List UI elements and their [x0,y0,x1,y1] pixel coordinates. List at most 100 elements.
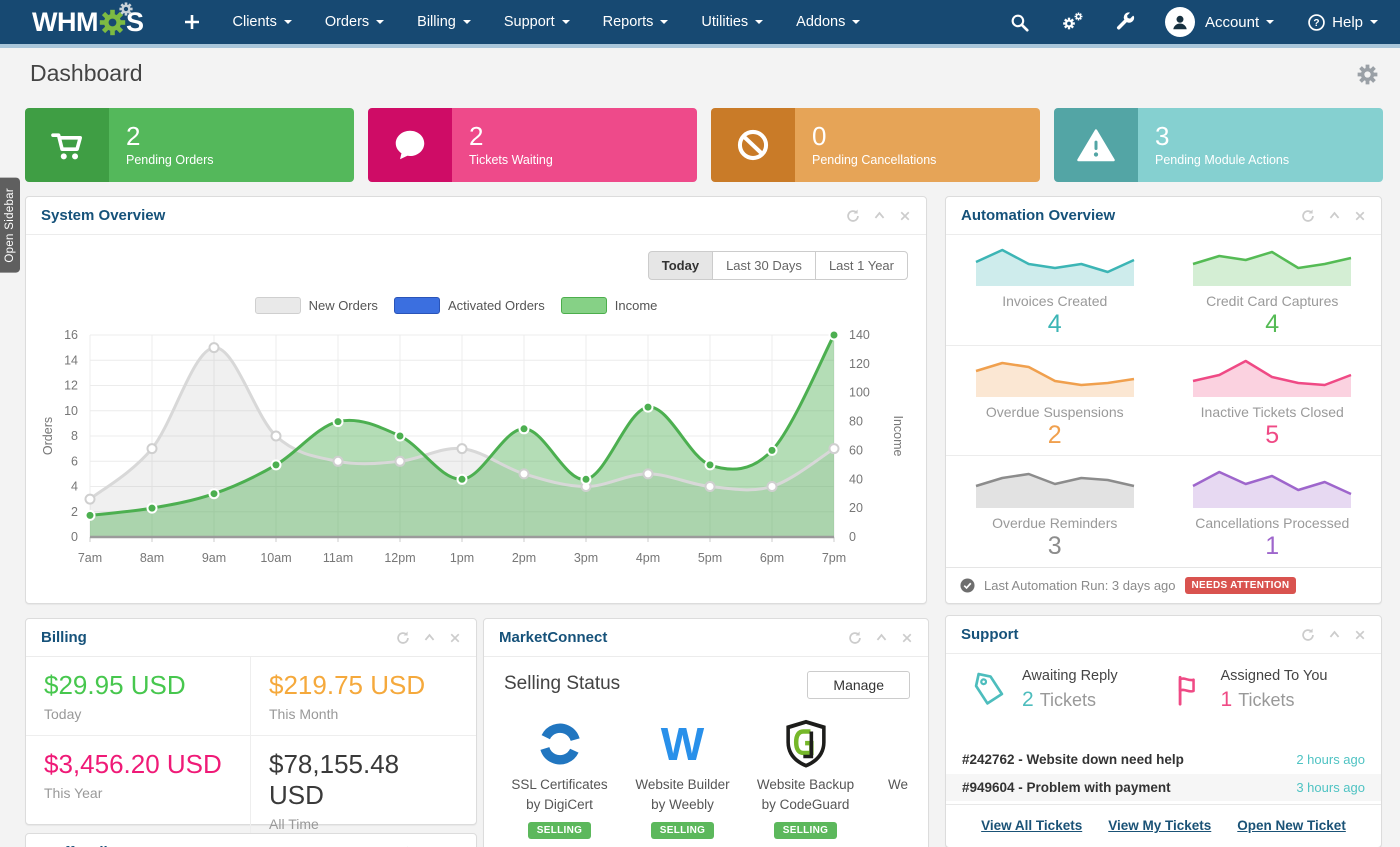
nav-menu-utilities[interactable]: Utilities [701,14,764,30]
nav-menu-orders[interactable]: Orders [325,14,385,30]
chart-legend: New Orders Activated Orders Income [26,297,886,314]
selling-status-heading: Selling Status [504,673,621,694]
stat-value: 3 [1155,121,1170,152]
caret-down-icon [283,20,292,24]
card-pending-cancellations[interactable]: 0 Pending Cancellations [711,108,1040,182]
svg-text:7am: 7am [78,551,102,565]
refresh-icon[interactable] [846,209,860,223]
digicert-logo [498,715,621,773]
billing-panel: Billing $29.95 USD Today $219.75 USD Thi… [25,618,477,845]
warning-icon [1054,108,1138,182]
collapse-icon[interactable] [1328,209,1341,222]
close-icon[interactable] [899,210,911,222]
card-tickets-waiting[interactable]: 2 Tickets Waiting [368,108,697,182]
range-today-button[interactable]: Today [647,251,714,280]
panel-title: MarketConnect [499,629,608,646]
svg-text:100: 100 [849,386,870,400]
quick-add-icon[interactable] [184,14,200,30]
metric-overdue-reminders: Overdue Reminders 3 [946,456,1164,567]
close-icon[interactable] [449,632,461,644]
dashboard-settings-gear-icon[interactable] [1357,64,1378,90]
ticket-row[interactable]: #949604 - Problem with payment 3 hours a… [946,773,1381,801]
caret-down-icon [1266,20,1275,24]
svg-text:7pm: 7pm [822,551,846,565]
close-icon[interactable] [1354,629,1366,641]
range-30days-button[interactable]: Last 30 Days [712,251,816,280]
svg-text:Orders: Orders [41,417,55,455]
billing-summary-grid: $29.95 USD Today $219.75 USD This Month … [26,657,476,845]
support-links: View All Tickets View My Tickets Open Ne… [946,804,1381,846]
legend-income: Income [560,297,657,314]
automation-overview-panel: Automation Overview Invoices Created 4 C… [945,196,1382,604]
check-circle-icon [960,578,975,593]
stat-label: Tickets Waiting [469,152,553,167]
open-new-ticket-link[interactable]: Open New Ticket [1237,818,1346,833]
refresh-icon[interactable] [848,631,862,645]
nav-menu-billing[interactable]: Billing [417,14,471,30]
caret-down-icon [376,20,385,24]
panel-title: Staff Online [41,844,125,847]
marketconnect-panel: MarketConnect Selling Status Manage SSL … [483,618,929,847]
selling-badge: SELLING [773,821,838,839]
panel-title: Billing [41,629,87,646]
flag-icon [1178,675,1195,706]
tag-icon [974,672,1004,705]
caret-down-icon [755,20,764,24]
stat-value: 2 [126,121,141,152]
account-menu[interactable]: Account [1164,7,1275,37]
svg-text:8: 8 [71,429,78,443]
needs-attention-badge[interactable]: NEEDS ATTENTION [1184,577,1297,594]
stat-value: 2 [469,121,484,152]
sparkline-chart [975,472,1135,509]
metric-invoices-created: Invoices Created 4 [946,235,1164,346]
mc-item-website-builder-weebly[interactable]: W Website Builder by Weebly SELLING [621,715,744,839]
svg-text:40: 40 [849,472,863,486]
help-menu[interactable]: ? Help [1308,14,1378,31]
search-icon[interactable] [1010,13,1029,32]
metric-cancellations-processed: Cancellations Processed 1 [1164,456,1382,567]
avatar [1164,7,1195,37]
whmcs-logo[interactable]: WHM [32,1,144,38]
nav-menu-reports[interactable]: Reports [603,14,669,30]
system-settings-cogs-icon[interactable] [1059,10,1085,34]
ticket-row[interactable]: #242762 - Website down need help 2 hours… [962,752,1365,768]
collapse-icon[interactable] [873,209,886,222]
card-pending-module-actions[interactable]: 3 Pending Module Actions [1054,108,1383,182]
range-1year-button[interactable]: Last 1 Year [814,251,908,280]
billing-this-year: $3,456.20 USD This Year [26,736,251,845]
billing-this-month: $219.75 USD This Month [251,657,476,736]
view-all-tickets-link[interactable]: View All Tickets [981,818,1083,833]
open-sidebar-tab[interactable]: Open Sidebar [0,178,20,273]
legend-swatch-gray [254,297,301,314]
navbar-accent-strip [0,44,1400,48]
view-my-tickets-link[interactable]: View My Tickets [1108,818,1212,833]
mc-item-ssl-digicert[interactable]: SSL Certificates by DigiCert SELLING [498,715,621,839]
card-pending-orders[interactable]: 2 Pending Orders [25,108,354,182]
manage-button[interactable]: Manage [807,671,910,699]
refresh-icon[interactable] [396,631,410,645]
refresh-icon[interactable] [1301,628,1315,642]
metric-overdue-suspensions: Overdue Suspensions 2 [946,346,1164,457]
legend-new-orders: New Orders [254,297,378,314]
mc-item-website-backup-codeguard[interactable]: Website Backup by CodeGuard SELLING [744,715,867,839]
collapse-icon[interactable] [1328,628,1341,641]
close-icon[interactable] [1354,210,1366,222]
collapse-icon[interactable] [875,631,888,644]
nav-menu-clients[interactable]: Clients [233,14,292,30]
billing-all-time: $78,155.48 USD All Time [269,749,400,832]
orders-income-chart: 7am 8am 9am 10am 11am 12pm 1pm 2pm 3pm 4pm 5pm 6pm 7… [41,328,905,565]
billing-today: $29.95 USD Today [26,657,251,736]
help-label: Help [1332,13,1363,31]
support-panel: Support Awaiting Reply 2 Tickets [945,615,1382,847]
wrench-icon[interactable] [1115,12,1135,32]
caret-down-icon [462,20,471,24]
svg-text:0: 0 [849,530,856,544]
collapse-icon[interactable] [423,631,436,644]
weebly-logo: W [660,718,705,770]
refresh-icon[interactable] [1301,209,1315,223]
nav-menu-support[interactable]: Support [504,14,570,30]
svg-text:3pm: 3pm [574,551,598,565]
last-run-text: Last Automation Run: 3 days ago [984,578,1176,593]
close-icon[interactable] [901,632,913,644]
nav-menu-addons[interactable]: Addons [796,14,861,30]
